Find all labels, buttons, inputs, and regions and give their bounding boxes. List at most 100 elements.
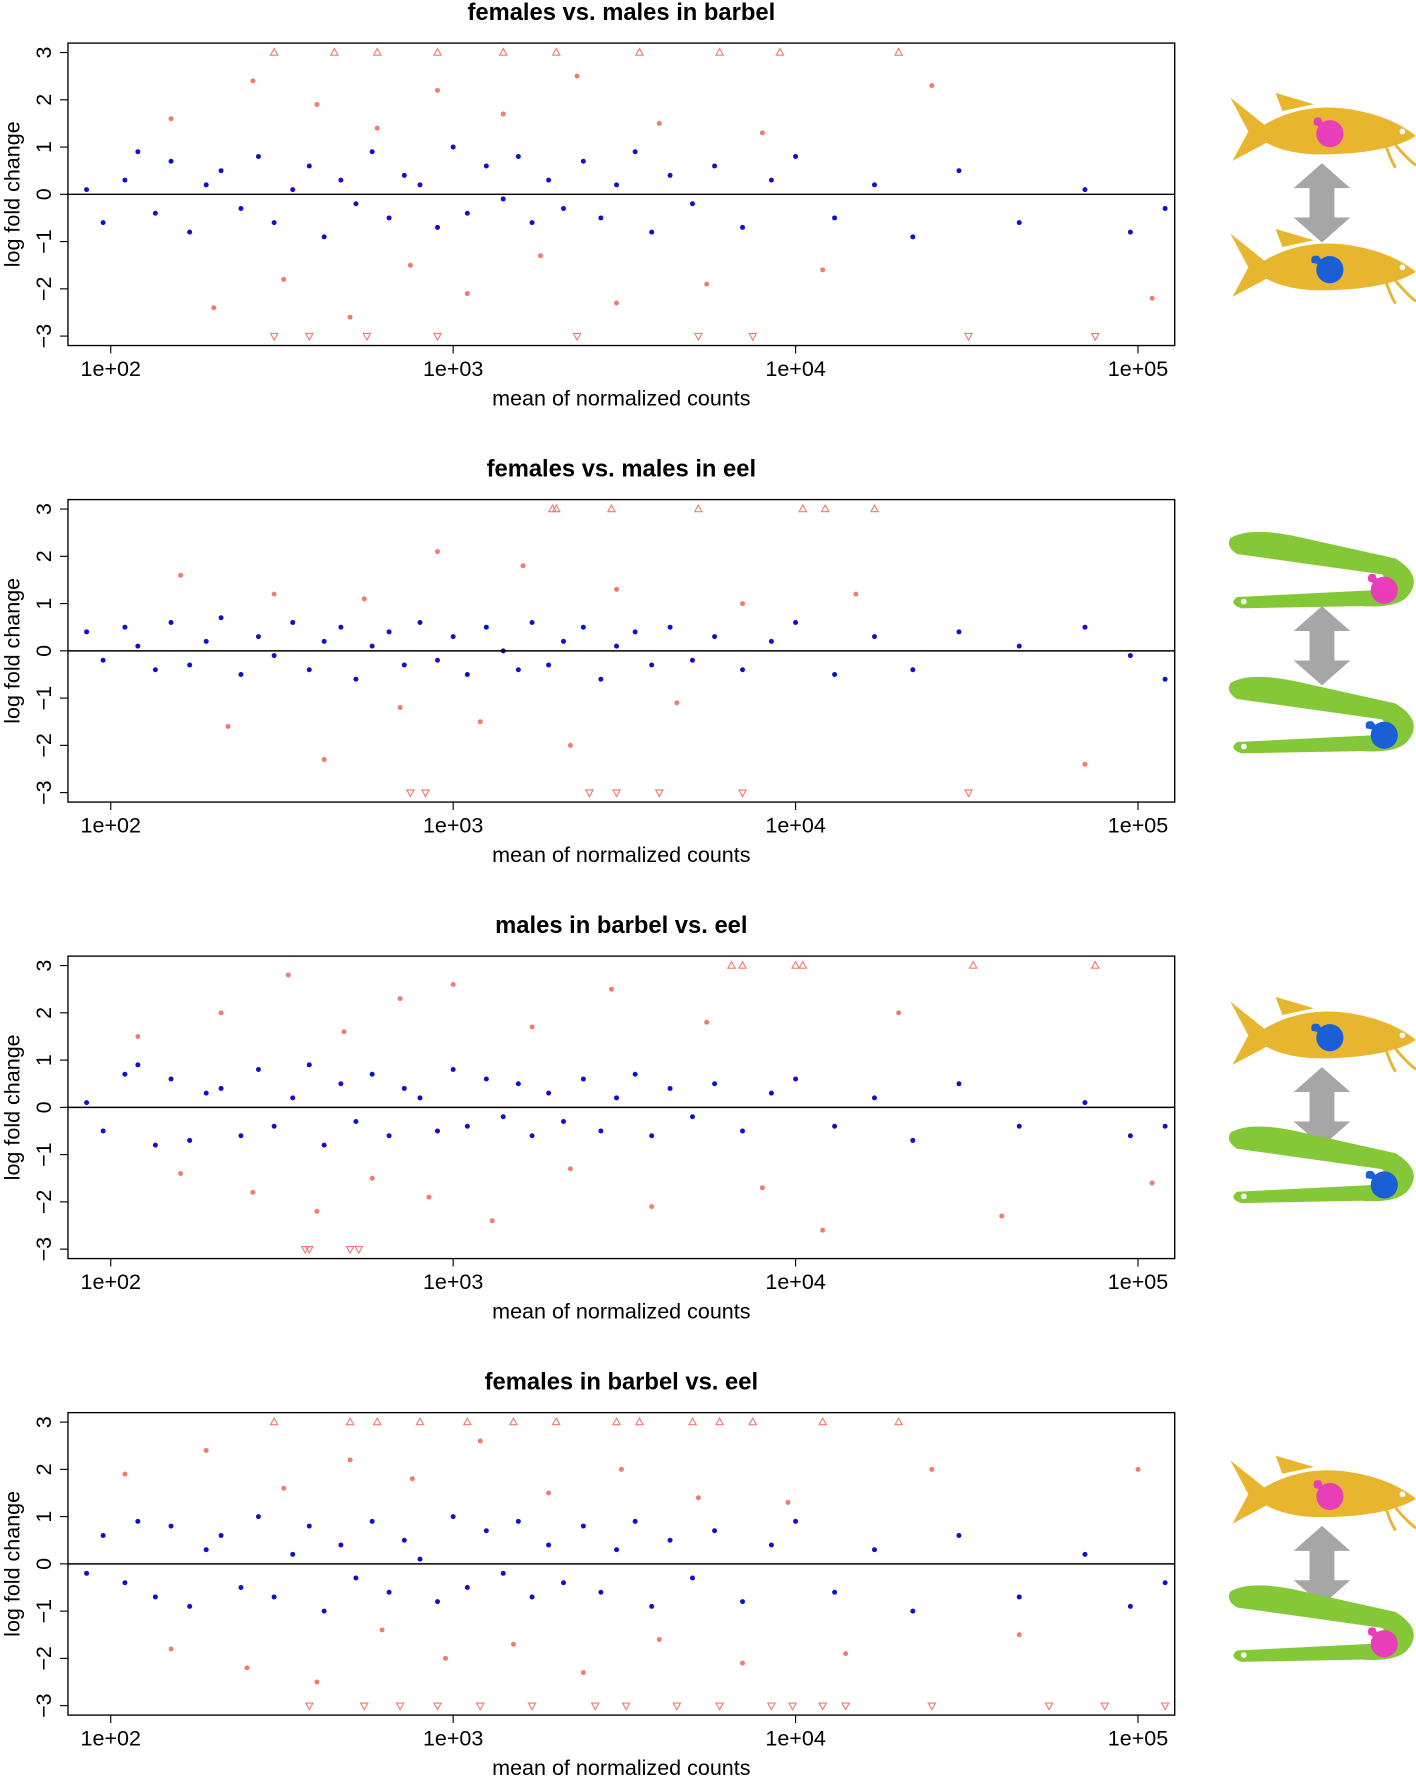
data-point [290, 1095, 296, 1101]
data-point [598, 215, 604, 221]
data-point [314, 1679, 320, 1685]
data-point [500, 111, 506, 117]
data-point [178, 1171, 184, 1177]
data-point [321, 234, 327, 240]
data-point [695, 1495, 701, 1501]
clipped-point [395, 1702, 405, 1711]
x-axis-label: mean of normalized counts [492, 1756, 750, 1778]
data-point [574, 73, 580, 79]
data-point [464, 1585, 470, 1590]
data-point [281, 276, 287, 282]
y-tick-label: 3 [32, 960, 56, 972]
data-point [483, 1528, 489, 1534]
data-point [401, 172, 407, 178]
clipped-point [748, 332, 758, 342]
clipped-point [508, 1416, 519, 1426]
x-tick-label: 1e+03 [423, 357, 483, 381]
clipped-point [726, 960, 737, 969]
y-tick-label: −3 [32, 1237, 56, 1262]
data-point [667, 624, 673, 630]
data-point [614, 300, 620, 306]
data-point [271, 220, 277, 226]
y-tick-label: 0 [32, 188, 56, 200]
data-point [704, 281, 710, 287]
data-point [561, 638, 566, 644]
data-point [84, 1570, 90, 1576]
clipped-point [359, 1702, 369, 1711]
data-point [896, 1010, 902, 1016]
y-tick-label: −2 [32, 733, 56, 758]
data-point [369, 1071, 375, 1077]
data-point [649, 1204, 655, 1210]
data-point [618, 1466, 624, 1472]
data-point [1016, 1594, 1022, 1600]
clipped-point [775, 47, 785, 56]
y-tick-label: 1 [32, 1511, 56, 1523]
data-point [122, 1071, 128, 1077]
data-point [667, 172, 673, 178]
y-tick-label: −3 [32, 780, 56, 805]
data-point [477, 719, 483, 725]
data-point [1162, 1580, 1168, 1586]
data-point [225, 723, 231, 729]
data-point [347, 1457, 353, 1463]
x-tick-label: 1e+04 [765, 1727, 825, 1751]
data-point [386, 1589, 392, 1595]
clipped-point [634, 1416, 645, 1426]
data-point [1127, 1603, 1133, 1609]
data-point [238, 205, 244, 211]
x-tick-label: 1e+03 [423, 1270, 483, 1294]
data-point [122, 624, 128, 630]
clipped-point [590, 1702, 600, 1711]
illustrations [1228, 91, 1416, 1662]
y-tick-label: 1 [32, 1054, 56, 1066]
clipped-point [798, 503, 808, 513]
clipped-point [432, 332, 443, 342]
data-point [712, 1528, 718, 1534]
data-point [386, 629, 392, 635]
data-point [450, 634, 456, 640]
data-point [712, 163, 718, 169]
data-point [417, 1095, 423, 1101]
clipped-point [968, 960, 978, 969]
clipped-point [405, 789, 415, 798]
x-tick-label: 1e+04 [765, 1270, 825, 1294]
data-point [740, 1128, 746, 1134]
clipped-point [611, 1416, 622, 1426]
data-point [135, 1518, 141, 1524]
clipped-point [420, 789, 431, 798]
clipped-point [551, 47, 561, 56]
data-point [1082, 1551, 1088, 1557]
clipped-point [693, 332, 703, 342]
data-point [649, 229, 655, 235]
clipped-point [584, 789, 595, 798]
comparison-icons [1228, 91, 1416, 306]
data-point [84, 1100, 90, 1106]
data-point [500, 196, 506, 202]
data-point [314, 102, 320, 108]
y-tick-label: −3 [32, 324, 56, 349]
data-point [271, 1594, 277, 1600]
y-tick-label: 2 [32, 94, 56, 106]
data-point [768, 638, 774, 644]
data-point [872, 182, 877, 188]
chart-title: females in barbel vs. eel [485, 1368, 758, 1395]
data-point [1082, 187, 1088, 193]
data-point [609, 986, 614, 992]
data-point [667, 1537, 673, 1543]
data-point [306, 667, 312, 673]
data-point [187, 229, 193, 235]
clipped-point [329, 47, 340, 56]
data-point [100, 220, 106, 226]
data-point [580, 1076, 586, 1082]
x-axis-label: mean of normalized counts [492, 843, 750, 867]
data-point [290, 619, 296, 625]
data-point [567, 742, 573, 748]
data-point [218, 615, 224, 621]
clipped-point [820, 503, 830, 513]
data-point [667, 1085, 673, 1091]
data-point [580, 158, 586, 164]
data-point [1082, 761, 1088, 767]
data-point [910, 667, 916, 673]
data-point [1016, 220, 1022, 226]
